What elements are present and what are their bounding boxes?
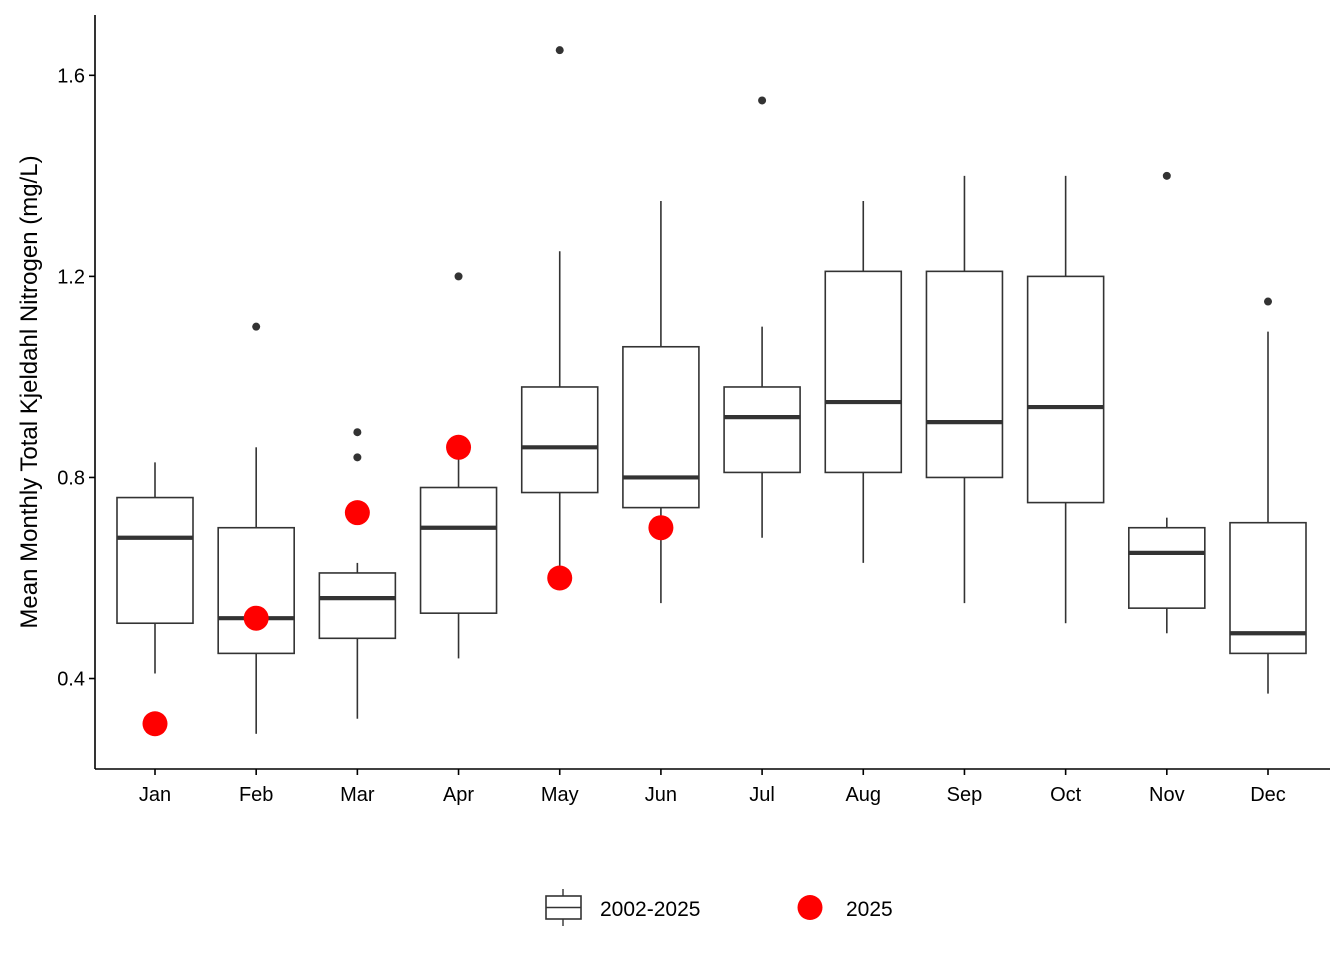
x-tick-label: Nov xyxy=(1149,784,1185,806)
outlier-point xyxy=(454,272,463,281)
point-2025-apr xyxy=(446,434,472,460)
x-tick-label: May xyxy=(541,784,579,806)
legend-label-box: 2002-2025 xyxy=(600,898,700,921)
outlier-point xyxy=(758,96,767,105)
axes: 0.4 0.8 1.2 1.6 Jan Feb Mar Apr May Jun Jul Aug Sep… xyxy=(57,15,1330,806)
iqr-box xyxy=(925,270,1004,479)
box-feb xyxy=(217,322,295,734)
iqr-box xyxy=(622,345,700,509)
box-aug xyxy=(824,200,903,563)
y-tick-label: 0.4 xyxy=(57,669,85,691)
iqr-box xyxy=(419,486,498,614)
y-tick-label: 1.6 xyxy=(57,65,85,87)
box-sep xyxy=(925,175,1004,604)
x-tick-label: Jan xyxy=(139,784,171,806)
legend-point-glyph xyxy=(797,895,823,920)
x-tick-label: Sep xyxy=(947,784,983,806)
point-2025-jan xyxy=(142,711,168,737)
iqr-box xyxy=(1128,526,1206,609)
box-oct xyxy=(1026,175,1105,624)
x-tick-label: Jun xyxy=(645,784,677,806)
box-apr xyxy=(419,272,498,659)
iqr-box xyxy=(1026,275,1105,504)
outlier-point xyxy=(555,46,564,55)
box-nov xyxy=(1128,171,1206,634)
box-may xyxy=(520,46,599,578)
x-tick-label: Aug xyxy=(845,784,881,806)
y-axis-title: Mean Monthly Total Kjeldahl Nitrogen (mg… xyxy=(16,155,43,628)
box-dec xyxy=(1229,297,1307,694)
outlier-point xyxy=(1264,297,1272,306)
iqr-box xyxy=(318,572,397,640)
point-2025-jun xyxy=(648,515,674,541)
box-mar xyxy=(318,428,397,719)
iqr-box xyxy=(824,270,903,474)
iqr-box xyxy=(116,496,194,625)
legend-label-point: 2025 xyxy=(846,898,893,921)
box-jun xyxy=(622,200,700,604)
x-tick-label: Oct xyxy=(1050,784,1082,806)
x-ticks: Jan Feb Mar Apr May Jun Jul Aug Sep Oct Nov Dec xyxy=(139,769,1286,806)
legend: 2002-2025 2025 xyxy=(545,889,893,926)
box-jan xyxy=(116,462,194,674)
plot-marks xyxy=(116,46,1307,737)
iqr-box xyxy=(520,386,599,494)
x-tick-label: Dec xyxy=(1250,784,1286,806)
point-2025-mar xyxy=(344,500,370,526)
outlier-point xyxy=(1162,171,1171,180)
x-tick-label: Feb xyxy=(239,784,273,806)
iqr-box xyxy=(723,386,801,474)
box-jul xyxy=(723,96,801,538)
outlier-point xyxy=(353,428,362,437)
outlier-point xyxy=(252,322,261,331)
y-ticks: 0.4 0.8 1.2 1.6 xyxy=(57,65,95,691)
y-tick-label: 0.8 xyxy=(57,467,85,489)
outlier-point xyxy=(353,453,362,462)
x-tick-label: Apr xyxy=(443,784,474,806)
x-tick-label: Mar xyxy=(340,784,375,806)
x-tick-label: Jul xyxy=(749,784,775,806)
y-tick-label: 1.2 xyxy=(57,266,85,288)
legend-key-box xyxy=(545,889,582,926)
point-2025-feb xyxy=(243,605,269,631)
iqr-box xyxy=(217,526,295,655)
point-2025-may xyxy=(547,565,573,591)
